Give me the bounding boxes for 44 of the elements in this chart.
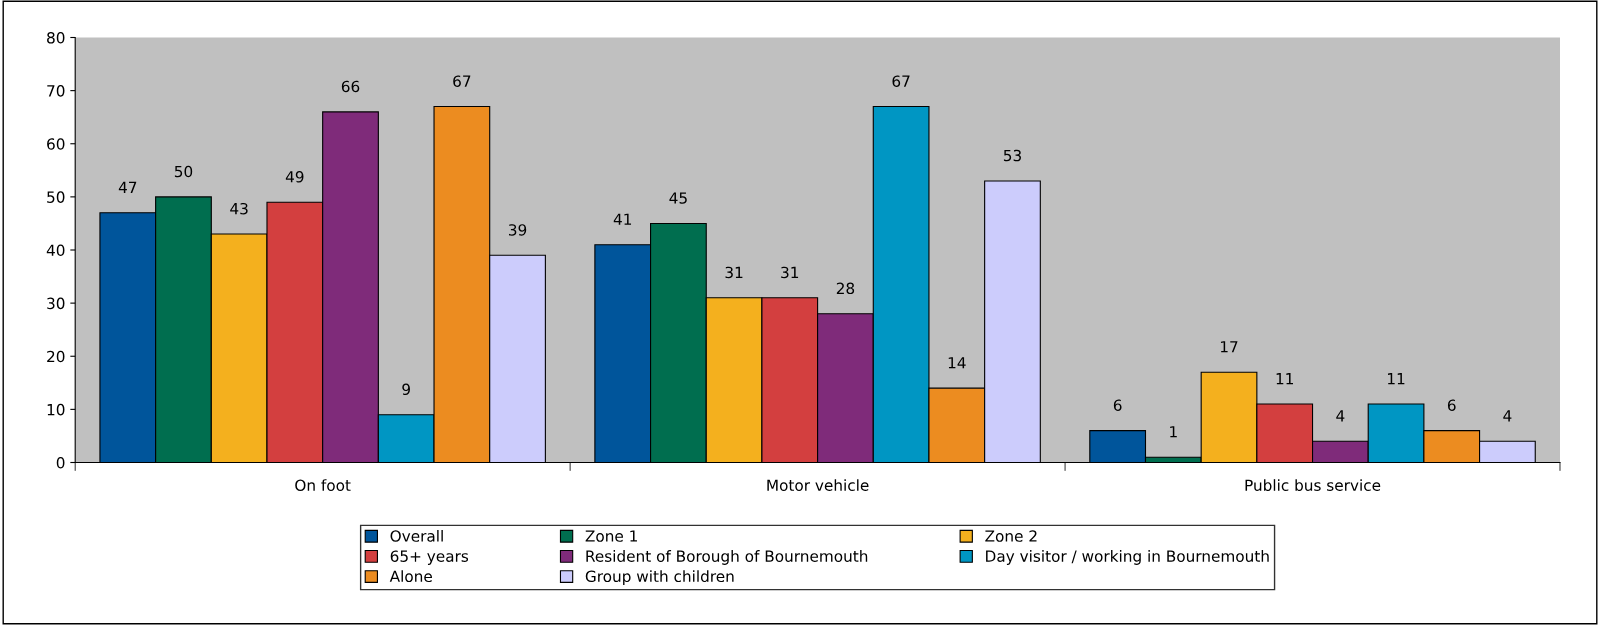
legend-label: Group with children — [585, 570, 734, 586]
data-label: 14 — [948, 357, 966, 369]
y-tick-label: 80 — [47, 31, 65, 44]
y-tick-label: 0 — [56, 456, 65, 469]
data-label: 67 — [453, 75, 471, 87]
data-label: 9 — [402, 383, 410, 396]
y-tick-label: 30 — [47, 297, 65, 310]
y-tick-label: 60 — [47, 138, 65, 150]
data-label: 67 — [892, 75, 910, 87]
data-label: 31 — [725, 266, 743, 279]
y-tick-label: 10 — [47, 403, 65, 416]
legend-label: Day visitor / working in Bournemouth — [986, 550, 1269, 565]
data-label: 4 — [1503, 410, 1512, 422]
data-label: 6 — [1113, 399, 1122, 411]
y-tick-label: 50 — [47, 191, 65, 203]
data-label: 41 — [613, 213, 632, 225]
data-label: 50 — [174, 165, 193, 178]
data-label: 11 — [1388, 373, 1405, 385]
x-tick-label: On foot — [295, 479, 351, 491]
legend-label: Resident of Borough of Bournemouth — [586, 550, 868, 565]
data-label: 49 — [285, 171, 304, 183]
x-tick-label: Motor vehicle — [767, 479, 869, 491]
legend-label: Zone 1 — [585, 530, 637, 542]
data-label: 53 — [1003, 149, 1021, 162]
data-label: 17 — [1220, 341, 1238, 353]
data-label: 11 — [1276, 373, 1293, 385]
data-label: 47 — [118, 181, 137, 193]
x-tick-label: Public bus service — [1245, 479, 1381, 491]
legend-label: 65+ years — [390, 550, 469, 565]
data-label: 45 — [669, 192, 687, 204]
legend-label: Alone — [389, 570, 432, 583]
data-label: 66 — [341, 80, 360, 93]
data-label: 1 — [1170, 426, 1177, 438]
data-label: 43 — [230, 202, 248, 215]
data-label: 28 — [836, 282, 855, 295]
y-tick-label: 40 — [46, 244, 65, 257]
y-tick-label: 70 — [47, 85, 65, 97]
data-label: 39 — [508, 224, 527, 236]
data-label: 4 — [1336, 410, 1345, 422]
legend-label: Overall — [390, 529, 443, 542]
data-label: 6 — [1447, 399, 1456, 411]
y-tick-label: 20 — [47, 350, 65, 363]
data-label: 31 — [781, 266, 799, 279]
legend-label: Zone 2 — [985, 530, 1037, 542]
